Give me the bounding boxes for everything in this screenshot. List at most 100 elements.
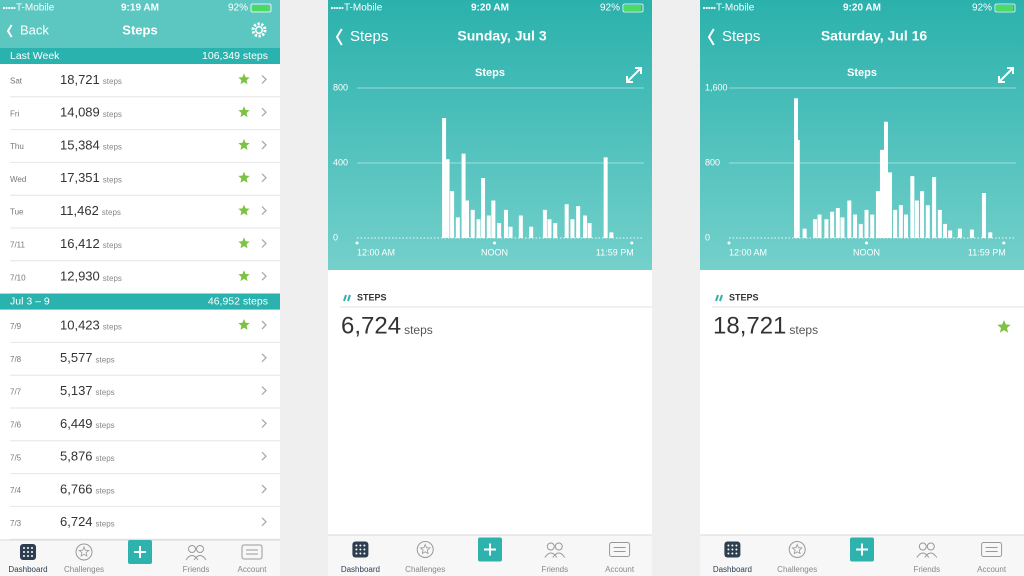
back-button[interactable]: Steps bbox=[707, 28, 760, 46]
bar bbox=[455, 217, 460, 238]
bar bbox=[883, 121, 888, 238]
tab-label: Challenges bbox=[64, 565, 104, 574]
row-unit: steps bbox=[103, 274, 122, 283]
tab-icon bbox=[246, 549, 258, 555]
battery-percent: 92% bbox=[600, 3, 620, 14]
day-row[interactable]: 7/3 6,724 steps bbox=[10, 514, 280, 540]
tab[interactable]: Challenges bbox=[64, 543, 104, 574]
screen-title: Steps bbox=[122, 22, 157, 37]
tab[interactable]: Dashboard bbox=[713, 541, 752, 575]
row-count: 14,089 bbox=[60, 105, 100, 120]
bar bbox=[547, 219, 552, 238]
tab-label: Dashboard bbox=[713, 565, 752, 574]
tab[interactable]: Account bbox=[605, 542, 635, 575]
x-tick-label: 11:59 PM bbox=[596, 247, 634, 257]
x-tick-mark bbox=[355, 241, 359, 245]
day-row[interactable]: Fri 14,089 steps bbox=[10, 105, 280, 131]
bar bbox=[887, 172, 892, 238]
back-button[interactable]: Steps bbox=[335, 28, 388, 46]
row-date: 7/7 bbox=[10, 388, 22, 397]
tab[interactable]: Dashboard bbox=[8, 544, 48, 574]
x-tick-label: 12:00 AM bbox=[729, 247, 767, 257]
tab[interactable]: Dashboard bbox=[341, 541, 380, 575]
summary-label: STEPS bbox=[357, 292, 387, 302]
day-row[interactable]: 7/9 10,423 steps bbox=[10, 317, 280, 343]
tab-icon bbox=[546, 542, 555, 551]
x-tick-mark bbox=[727, 241, 731, 245]
bar bbox=[570, 219, 575, 238]
row-unit: steps bbox=[102, 208, 121, 217]
x-tick-mark bbox=[493, 241, 496, 245]
tab-icon-star bbox=[419, 543, 432, 555]
carrier: T-Mobile bbox=[16, 3, 55, 14]
tab-icon-star bbox=[791, 543, 804, 555]
tab-icon-dot bbox=[23, 551, 25, 553]
settings-button[interactable] bbox=[251, 22, 267, 38]
section-header bbox=[0, 293, 280, 310]
day-row[interactable]: 7/4 6,766 steps bbox=[10, 481, 280, 507]
row-count: 5,137 bbox=[60, 383, 93, 398]
bar bbox=[914, 200, 919, 238]
battery-icon bbox=[622, 3, 644, 13]
tab[interactable]: Friends bbox=[913, 542, 940, 574]
day-row[interactable]: Tue 11,462 steps bbox=[10, 203, 280, 229]
bar bbox=[508, 226, 513, 238]
bar bbox=[893, 209, 898, 238]
day-row[interactable]: Sat 18,721 steps bbox=[10, 72, 280, 98]
section-total: 106,349 steps bbox=[202, 50, 268, 62]
day-detail-screen: T-Mobile 9:20 AM 92% Steps Saturday, Jul 16 S… bbox=[700, 0, 1024, 576]
row-count: 17,351 bbox=[60, 170, 100, 185]
day-row[interactable]: 7/6 6,449 steps bbox=[10, 416, 280, 442]
tab[interactable]: Account bbox=[977, 542, 1007, 575]
tab-icon-dot bbox=[23, 555, 25, 557]
bar bbox=[553, 223, 558, 238]
tab[interactable]: Account bbox=[238, 544, 268, 574]
tab-icon-dot bbox=[735, 552, 738, 555]
day-row[interactable]: 7/7 5,137 steps bbox=[10, 383, 280, 409]
bar bbox=[879, 149, 884, 238]
x-tick-label: 12:00 AM bbox=[357, 247, 395, 257]
bar bbox=[937, 209, 942, 238]
tab-icon bbox=[926, 542, 935, 551]
tab-icon-dot bbox=[355, 544, 358, 547]
day-row[interactable]: 7/8 5,577 steps bbox=[10, 350, 280, 376]
signal-dot bbox=[13, 6, 16, 10]
tab-icon bbox=[985, 547, 998, 552]
tab-icon bbox=[609, 542, 631, 557]
row-unit: steps bbox=[103, 143, 122, 152]
chevron bbox=[261, 271, 267, 281]
chevron bbox=[261, 451, 267, 461]
tab-label: Dashboard bbox=[8, 565, 47, 574]
day-row[interactable]: Thu 15,384 steps bbox=[10, 137, 280, 163]
tab[interactable]: Friends bbox=[183, 545, 210, 575]
tab[interactable]: Challenges bbox=[777, 541, 817, 575]
bar bbox=[465, 200, 469, 238]
signal-dot bbox=[333, 6, 336, 10]
tab-icon-dot bbox=[735, 548, 738, 551]
day-row[interactable]: 7/11 16,412 steps bbox=[10, 236, 280, 262]
bar bbox=[583, 215, 588, 238]
back-button[interactable]: Back bbox=[6, 22, 49, 38]
row-unit: steps bbox=[96, 388, 115, 397]
expand-button[interactable] bbox=[626, 67, 642, 83]
tab[interactable]: Friends bbox=[541, 542, 568, 574]
tab-icon-dot bbox=[23, 547, 25, 549]
goal-star bbox=[238, 319, 250, 330]
x-tick-label: NOON bbox=[481, 247, 508, 257]
bar bbox=[491, 200, 496, 238]
tab-icon bbox=[241, 544, 263, 560]
expand-button[interactable] bbox=[998, 67, 1014, 83]
day-row[interactable]: 7/5 5,876 steps bbox=[10, 449, 280, 475]
tab[interactable]: Challenges bbox=[405, 541, 445, 575]
row-count: 10,423 bbox=[60, 317, 100, 332]
summary-count: 6,724 bbox=[341, 312, 401, 339]
row-count: 5,876 bbox=[60, 449, 93, 464]
summary-unit: steps bbox=[404, 323, 433, 337]
screen-title: Sunday, Jul 3 bbox=[457, 28, 546, 44]
day-row[interactable]: Wed 17,351 steps bbox=[10, 170, 280, 196]
bar bbox=[920, 191, 925, 238]
goal-star bbox=[997, 320, 1011, 333]
gear-icon bbox=[255, 26, 263, 34]
